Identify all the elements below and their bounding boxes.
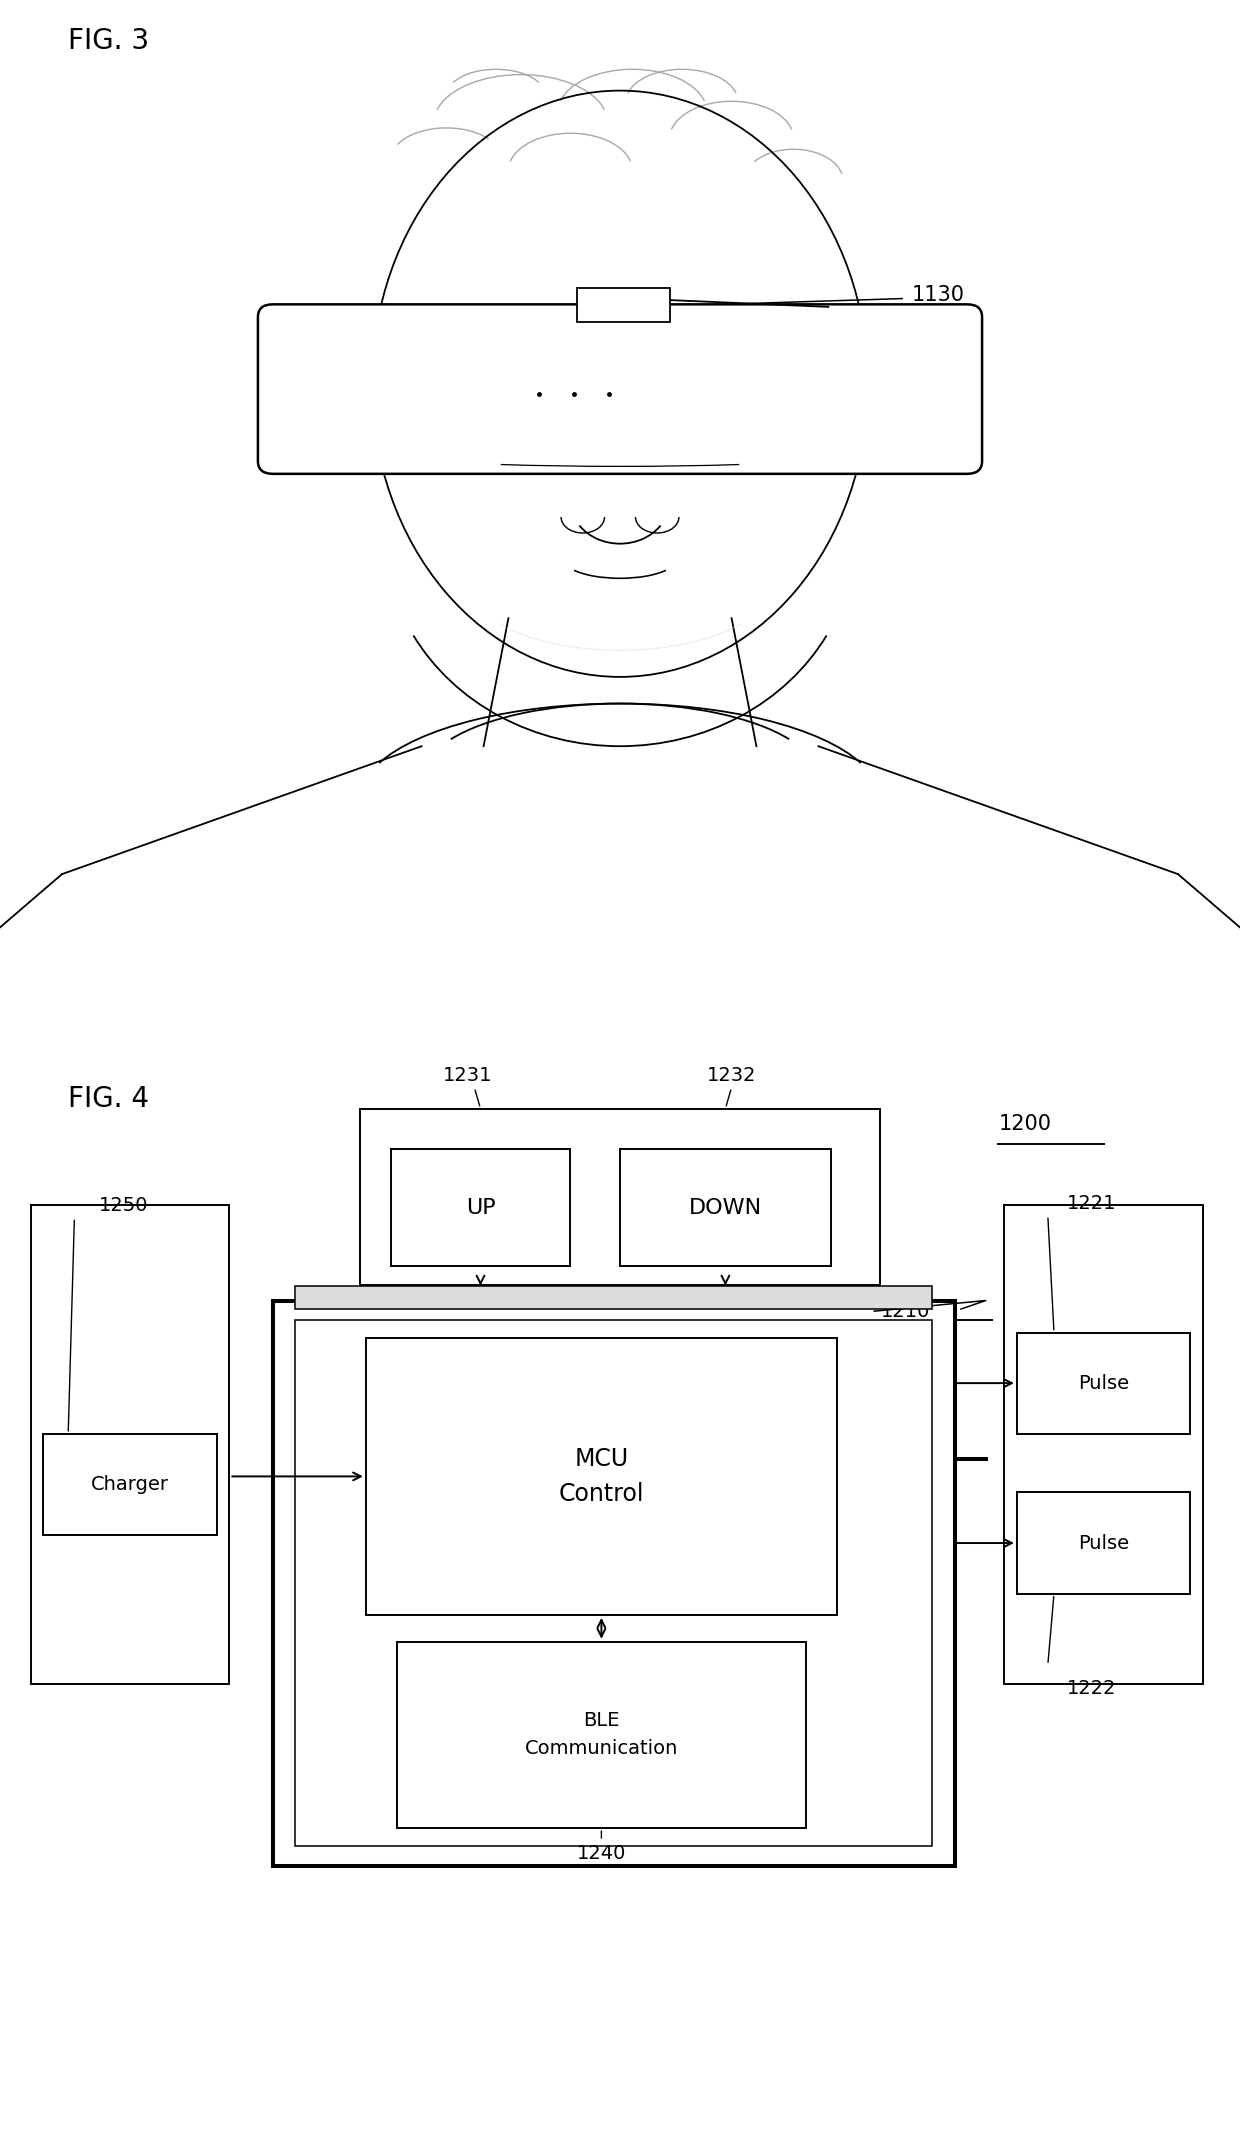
FancyBboxPatch shape [397, 1642, 806, 1827]
FancyBboxPatch shape [273, 1301, 955, 1866]
FancyBboxPatch shape [43, 1433, 217, 1535]
FancyBboxPatch shape [577, 288, 670, 322]
FancyBboxPatch shape [620, 1149, 831, 1266]
FancyBboxPatch shape [295, 1320, 932, 1846]
Text: Pulse: Pulse [1078, 1373, 1130, 1392]
FancyBboxPatch shape [1004, 1205, 1203, 1684]
FancyBboxPatch shape [1017, 1492, 1190, 1595]
FancyBboxPatch shape [295, 1286, 932, 1309]
FancyBboxPatch shape [366, 1339, 837, 1616]
Text: Charger: Charger [92, 1475, 169, 1495]
Text: 1222: 1222 [1066, 1680, 1116, 1697]
Text: MCU
Control: MCU Control [559, 1448, 644, 1505]
Text: 1250: 1250 [99, 1196, 149, 1215]
FancyBboxPatch shape [1017, 1332, 1190, 1433]
Text: 1210: 1210 [880, 1303, 930, 1320]
Text: 1231: 1231 [444, 1066, 492, 1085]
Text: BLE
Communication: BLE Communication [525, 1712, 678, 1759]
FancyBboxPatch shape [391, 1149, 570, 1266]
Text: 1240: 1240 [577, 1844, 626, 1863]
FancyBboxPatch shape [31, 1205, 229, 1684]
FancyBboxPatch shape [360, 1109, 880, 1283]
Text: Pulse: Pulse [1078, 1533, 1130, 1552]
FancyBboxPatch shape [258, 305, 982, 473]
Text: 1200: 1200 [998, 1113, 1052, 1134]
Text: 1130: 1130 [911, 286, 965, 305]
Text: 1221: 1221 [1066, 1194, 1116, 1213]
Text: FIG. 4: FIG. 4 [68, 1085, 149, 1113]
Text: DOWN: DOWN [689, 1198, 761, 1217]
Text: 1232: 1232 [707, 1066, 756, 1085]
Text: UP: UP [466, 1198, 495, 1217]
Text: FIG. 3: FIG. 3 [68, 26, 149, 55]
Text: 1200: 1200 [911, 433, 965, 452]
